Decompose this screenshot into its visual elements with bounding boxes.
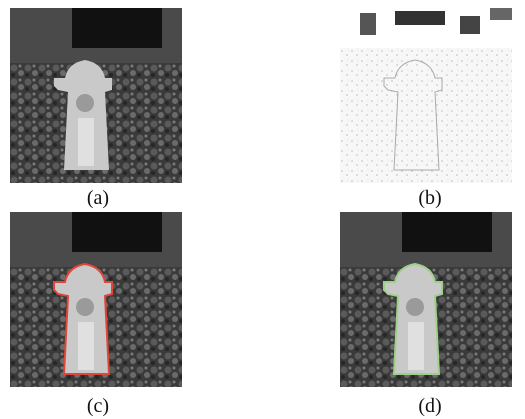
panel-c-image	[10, 212, 182, 387]
page: (a) (b) (c) (d) (() => { const data = JS…	[0, 0, 525, 419]
figure: (a) (b) (c) (d)	[0, 0, 525, 419]
panel-label: (a)	[87, 187, 109, 209]
panel-label: (d)	[418, 395, 441, 417]
panel-label: (b)	[418, 187, 441, 209]
panel-d-image	[340, 212, 512, 387]
panel-b-image	[340, 8, 512, 183]
panel-a-image	[10, 8, 182, 183]
panel-label: (c)	[87, 395, 109, 417]
